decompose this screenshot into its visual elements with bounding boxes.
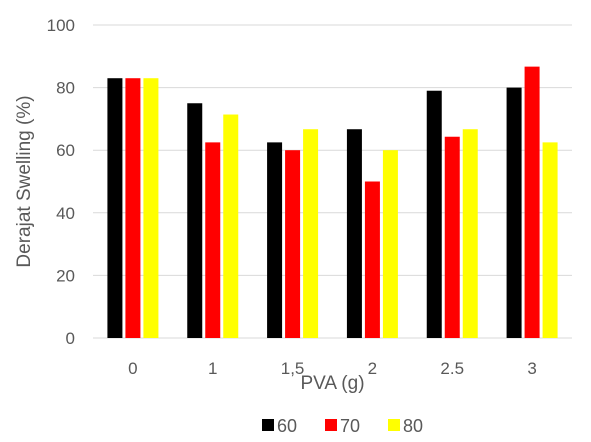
x-tick-label: 2.5 <box>440 359 464 378</box>
x-tick-label: 3 <box>527 359 536 378</box>
x-tick-label: 1 <box>208 359 217 378</box>
y-tick-label: 20 <box>56 266 75 285</box>
bar-70-0 <box>125 78 141 339</box>
bar-70-2.5 <box>444 136 460 338</box>
y-tick-label: 80 <box>56 79 75 98</box>
legend-label: 60 <box>277 416 297 436</box>
bar-60-2 <box>346 129 362 338</box>
bar-70-1,5 <box>285 150 301 338</box>
bar-60-0 <box>107 78 123 339</box>
bar-70-1 <box>205 142 221 338</box>
x-tick-label: 0 <box>128 359 137 378</box>
bar-80-0 <box>143 78 159 339</box>
legend-label: 80 <box>403 416 423 436</box>
y-tick-label: 40 <box>56 204 75 223</box>
y-axis-title: Derajat Swelling (%) <box>14 95 35 267</box>
bar-60-1 <box>187 103 203 338</box>
bar-80-1,5 <box>303 129 319 338</box>
x-tick-label: 1,5 <box>281 359 305 378</box>
x-axis-title: PVA (g) <box>300 373 364 394</box>
bar-70-2 <box>364 181 380 338</box>
y-tick-label: 60 <box>56 141 75 160</box>
legend-swatch-80 <box>388 419 400 431</box>
bar-80-2.5 <box>462 129 478 338</box>
y-tick-label: 0 <box>66 329 75 348</box>
axes: 0 20 40 60 80 100 0 1 1,5 2 2.5 3 <box>47 16 537 378</box>
bar-80-1 <box>223 114 239 338</box>
legend: 60 70 80 <box>262 416 423 436</box>
y-tick-label: 100 <box>47 16 75 35</box>
gridlines <box>93 24 572 339</box>
x-tick-label: 2 <box>368 359 377 378</box>
bar-60-2.5 <box>426 90 442 338</box>
bar-80-3 <box>542 142 558 338</box>
bar-70-3 <box>524 66 540 338</box>
bar-80-2 <box>382 150 398 338</box>
bar-60-3 <box>506 87 522 338</box>
legend-swatch-70 <box>325 419 337 431</box>
legend-label: 70 <box>340 416 360 436</box>
bar-60-1,5 <box>267 142 283 338</box>
legend-swatch-60 <box>262 419 274 431</box>
bars <box>107 66 558 339</box>
